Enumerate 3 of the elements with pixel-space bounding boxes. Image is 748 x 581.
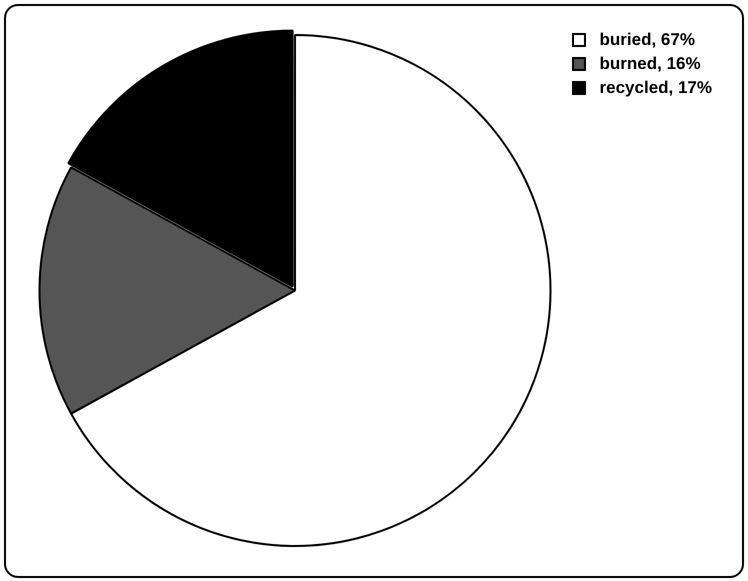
- legend-label: buried, 67%: [600, 29, 695, 51]
- legend-label: recycled, 17%: [600, 77, 712, 99]
- legend-label: burned, 16%: [600, 53, 701, 75]
